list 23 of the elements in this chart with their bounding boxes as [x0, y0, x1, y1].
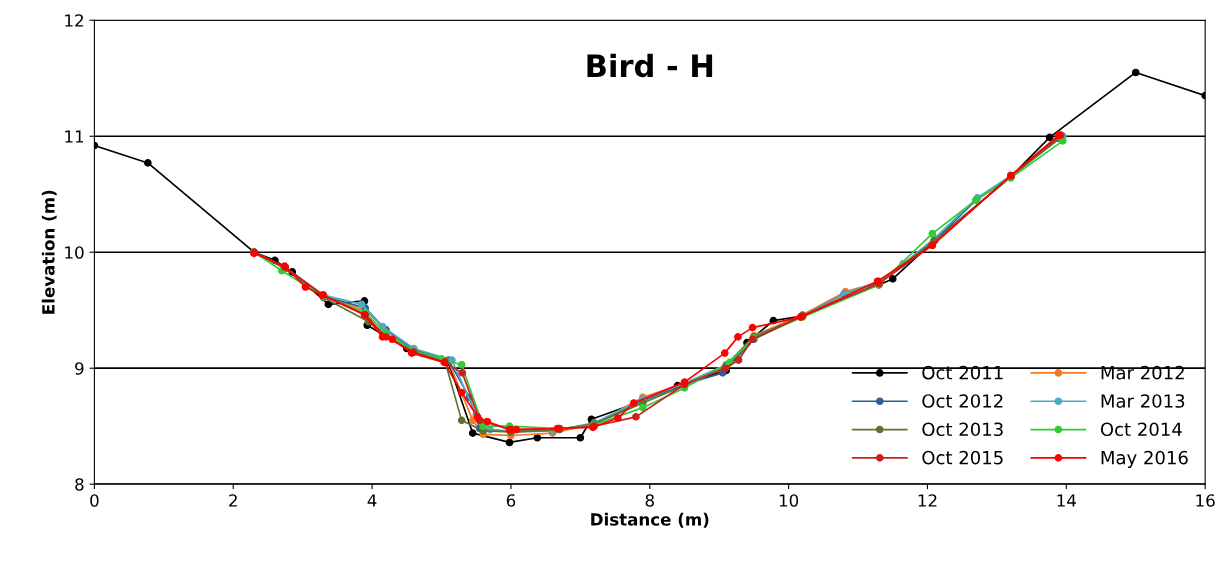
text: Bird - H: [587, 53, 713, 78]
x-tick-label: 10: [779, 494, 799, 507]
legend-label: Oct 2013: [922, 422, 1003, 437]
y-axis-title: Elevation (m): [41, 190, 57, 314]
y-tick-label: 9: [75, 362, 84, 375]
x-tick-label: 0: [90, 494, 99, 507]
y-tick-label: 11: [65, 130, 84, 143]
x-axis-title: Distance (m): [591, 512, 709, 528]
legend-label: Mar 2013: [1101, 394, 1185, 408]
legend-label: Oct 2012: [922, 394, 1003, 408]
legend-label: Oct 2015: [922, 450, 1003, 465]
y-tick-label: 12: [65, 14, 84, 27]
x-tick-label: 14: [1057, 494, 1076, 507]
x-tick-label: 12: [918, 494, 937, 507]
y-tick-label: 8: [75, 478, 84, 491]
x-tick-label: 2: [229, 494, 237, 507]
legend-label: Oct 2014: [1100, 422, 1182, 437]
legend-label: May 2016: [1101, 450, 1188, 468]
x-tick-label: 16: [1196, 494, 1215, 507]
x-tick-label: 8: [645, 494, 654, 507]
x-tick-label: 4: [367, 494, 377, 507]
y-tick-label: 10: [65, 246, 84, 259]
x-tick-label: 6: [506, 494, 516, 507]
